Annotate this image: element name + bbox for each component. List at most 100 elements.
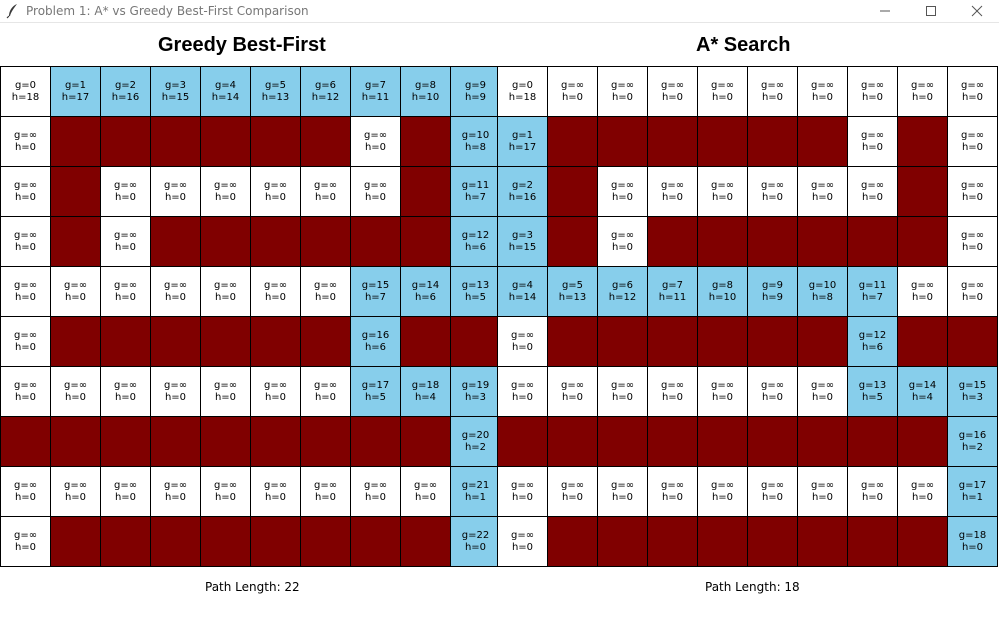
grid-cell: g=∞ h=0 xyxy=(698,367,748,417)
grid-cell: g=∞ h=0 xyxy=(798,67,848,117)
path-cell: g=16 h=2 xyxy=(948,417,998,467)
grid-cell: g=∞ h=0 xyxy=(401,467,451,517)
h-value: h=0 xyxy=(561,91,584,103)
wall-cell xyxy=(848,217,898,267)
g-value: g=∞ xyxy=(760,479,785,491)
wall-cell xyxy=(798,417,848,467)
grid-cell: g=∞ h=0 xyxy=(1,217,51,267)
grid-cell: g=∞ h=0 xyxy=(151,167,201,217)
wall-cell xyxy=(251,417,301,467)
g-value: g=∞ xyxy=(163,479,188,491)
path-cell: g=7 h=11 xyxy=(351,67,401,117)
wall-cell xyxy=(598,517,648,567)
wall-cell xyxy=(698,217,748,267)
h-value: h=0 xyxy=(114,391,137,403)
wall-cell xyxy=(51,317,101,367)
minimize-button[interactable] xyxy=(862,0,908,22)
app-content: Greedy Best-First A* Search g=0 h=18 g=1 h=… xyxy=(0,23,999,624)
grid-cell: g=∞ h=0 xyxy=(748,67,798,117)
grid-cell: g=∞ h=0 xyxy=(648,467,698,517)
path-cell: g=18 h=4 xyxy=(401,367,451,417)
g-value: g=∞ xyxy=(63,379,88,391)
grid-cell: g=∞ h=0 xyxy=(598,367,648,417)
wall-cell xyxy=(948,317,998,367)
h-value: h=0 xyxy=(911,291,934,303)
close-button[interactable] xyxy=(954,0,999,22)
wall-cell xyxy=(498,417,548,467)
g-value: g=10 xyxy=(461,129,490,141)
g-value: g=∞ xyxy=(213,179,238,191)
wall-cell xyxy=(151,117,201,167)
title-bar: Problem 1: A* vs Greedy Best-First Compa… xyxy=(0,0,999,23)
h-value: h=8 xyxy=(811,291,834,303)
wall-cell xyxy=(101,117,151,167)
grid-cell: g=∞ h=0 xyxy=(948,267,998,317)
grid-cell: g=∞ h=0 xyxy=(151,467,201,517)
g-value: g=0 xyxy=(14,79,37,91)
wall-cell xyxy=(201,517,251,567)
h-value: h=0 xyxy=(164,291,187,303)
h-value: h=0 xyxy=(114,191,137,203)
wall-cell xyxy=(898,317,948,367)
g-value: g=20 xyxy=(461,429,490,441)
h-value: h=14 xyxy=(211,91,240,103)
g-value: g=∞ xyxy=(560,79,585,91)
path-cell: g=10 h=8 xyxy=(798,267,848,317)
g-value: g=15 xyxy=(958,379,987,391)
h-value: h=11 xyxy=(361,91,390,103)
h-value: h=0 xyxy=(214,491,237,503)
grid-cell: g=∞ h=0 xyxy=(101,267,151,317)
g-value: g=∞ xyxy=(263,279,288,291)
wall-cell xyxy=(598,117,648,167)
wall-cell xyxy=(351,417,401,467)
grid-cell: g=∞ h=0 xyxy=(948,167,998,217)
grid-cell: g=∞ h=0 xyxy=(798,367,848,417)
window-title: Problem 1: A* vs Greedy Best-First Compa… xyxy=(26,4,309,18)
h-value: h=14 xyxy=(508,291,537,303)
grid-cell: g=∞ h=0 xyxy=(698,67,748,117)
g-value: g=∞ xyxy=(610,179,635,191)
g-value: g=∞ xyxy=(113,179,138,191)
g-value: g=8 xyxy=(711,279,734,291)
g-value: g=∞ xyxy=(263,379,288,391)
wall-cell xyxy=(648,317,698,367)
h-value: h=0 xyxy=(961,191,984,203)
g-value: g=∞ xyxy=(660,79,685,91)
g-value: g=1 xyxy=(511,129,534,141)
h-value: h=0 xyxy=(661,491,684,503)
grid-cell: g=∞ h=0 xyxy=(698,167,748,217)
path-cell: g=3 h=15 xyxy=(151,67,201,117)
wall-cell xyxy=(698,317,748,367)
h-value: h=0 xyxy=(14,141,37,153)
g-value: g=19 xyxy=(461,379,490,391)
path-cell: g=17 h=1 xyxy=(948,467,998,517)
grid-cell: g=∞ h=0 xyxy=(301,267,351,317)
h-value: h=0 xyxy=(64,491,87,503)
grid-cell: g=∞ h=0 xyxy=(351,467,401,517)
grid-cell: g=∞ h=0 xyxy=(1,167,51,217)
path-cell: g=14 h=4 xyxy=(898,367,948,417)
h-value: h=0 xyxy=(861,191,884,203)
h-value: h=12 xyxy=(311,91,340,103)
g-value: g=∞ xyxy=(213,479,238,491)
h-value: h=0 xyxy=(511,341,534,353)
g-value: g=2 xyxy=(511,179,534,191)
wall-cell xyxy=(748,217,798,267)
maximize-button[interactable] xyxy=(908,0,954,22)
g-value: g=10 xyxy=(808,279,837,291)
h-value: h=0 xyxy=(14,191,37,203)
g-value: g=11 xyxy=(461,179,490,191)
g-value: g=∞ xyxy=(313,479,338,491)
grid-cell: g=∞ h=0 xyxy=(648,67,698,117)
wall-cell xyxy=(451,317,501,367)
h-value: h=1 xyxy=(464,491,487,503)
g-value: g=∞ xyxy=(910,479,935,491)
grid-cell: g=0 h=18 xyxy=(498,67,548,117)
h-value: h=13 xyxy=(261,91,290,103)
g-value: g=17 xyxy=(361,379,390,391)
g-value: g=∞ xyxy=(313,279,338,291)
g-value: g=∞ xyxy=(263,479,288,491)
h-value: h=0 xyxy=(214,391,237,403)
h-value: h=0 xyxy=(611,91,634,103)
g-value: g=∞ xyxy=(13,379,38,391)
